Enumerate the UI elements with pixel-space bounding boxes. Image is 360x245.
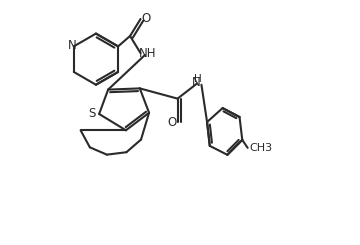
- Text: S: S: [89, 107, 96, 120]
- Text: N: N: [67, 39, 76, 52]
- Text: NH: NH: [139, 47, 156, 60]
- Text: O: O: [141, 12, 150, 25]
- Text: H: H: [194, 74, 202, 84]
- Text: O: O: [167, 116, 177, 129]
- Text: N: N: [192, 76, 200, 89]
- Text: CH3: CH3: [249, 143, 272, 153]
